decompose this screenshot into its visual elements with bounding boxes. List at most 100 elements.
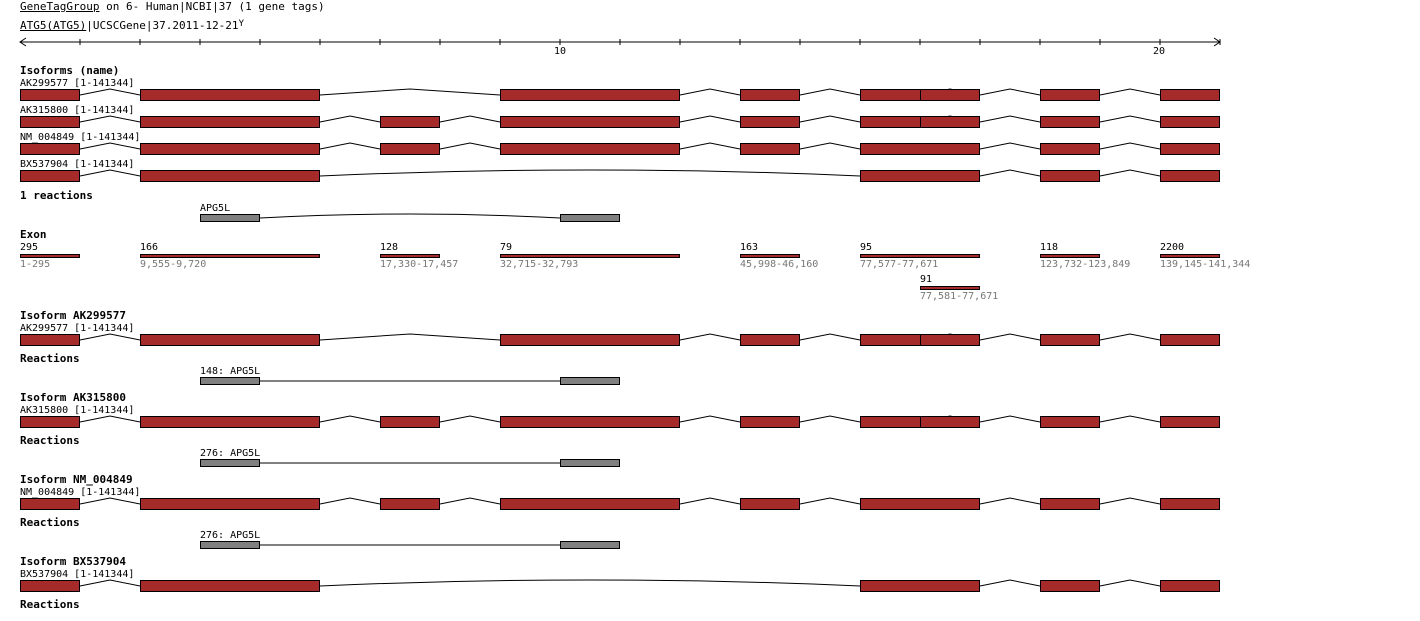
exon-section-title: Exon xyxy=(20,228,47,241)
intron-line xyxy=(319,497,381,505)
gene-link[interactable]: ATG5(ATG5) xyxy=(20,19,87,32)
intron-line xyxy=(799,115,861,123)
ruler-left-arrow-icon xyxy=(19,37,27,47)
exon-block xyxy=(140,116,320,128)
reaction-block xyxy=(200,541,260,549)
isoforms-section-title: Isoforms (name) xyxy=(20,64,120,77)
exon-block xyxy=(860,143,980,155)
isoform-detail-title: Isoform AK299577 xyxy=(20,309,126,322)
exon-block xyxy=(860,580,980,592)
exon-block xyxy=(500,498,680,510)
exon-block xyxy=(500,334,680,346)
exon-range: 9,555-9,720 xyxy=(140,259,207,270)
header-gene-text: |UCSCGene|37.2011-12-21 xyxy=(86,19,239,32)
exon-length: 163 xyxy=(740,242,759,253)
intron-line xyxy=(679,497,741,505)
intron-line xyxy=(79,333,141,341)
exon-block xyxy=(1040,89,1100,101)
exon-bar xyxy=(20,254,80,258)
exon-block xyxy=(140,580,320,592)
exon-bar xyxy=(860,254,980,258)
exon-block xyxy=(500,116,680,128)
exon-block xyxy=(860,498,980,510)
exon-range: 32,715-32,793 xyxy=(500,259,579,270)
isoform-row-label: BX537904 [1-141344] xyxy=(20,159,135,170)
exon-block xyxy=(20,170,80,182)
exon-block xyxy=(920,416,980,428)
exon-block xyxy=(1040,416,1100,428)
intron-line xyxy=(1099,169,1161,177)
exon-block xyxy=(140,143,320,155)
exon-block xyxy=(1040,170,1100,182)
exon-bar xyxy=(1040,254,1100,258)
exon-block xyxy=(500,89,680,101)
exon-block xyxy=(1040,143,1100,155)
intron-line xyxy=(439,415,501,423)
exon-length: 2200 xyxy=(1160,242,1185,253)
intron-line xyxy=(1099,333,1161,341)
intron-line xyxy=(439,142,501,150)
reaction-block xyxy=(560,377,620,385)
intron-line xyxy=(979,88,1041,96)
intron-line xyxy=(319,169,861,177)
exon-block xyxy=(380,143,440,155)
intron-line xyxy=(979,333,1041,341)
intron-line xyxy=(79,115,141,123)
exon-block xyxy=(140,334,320,346)
intron-line xyxy=(319,333,501,341)
reaction-block xyxy=(200,459,260,467)
isoform-row-label: AK299577 [1-141344] xyxy=(20,78,135,89)
intron-line xyxy=(979,497,1041,505)
exon-block xyxy=(20,580,80,592)
intron-line xyxy=(319,415,381,423)
intron-line xyxy=(79,579,141,587)
ruler-ticks xyxy=(79,39,1221,45)
intron-line xyxy=(979,115,1041,123)
intron-line xyxy=(979,142,1041,150)
exon-bar xyxy=(1160,254,1220,258)
exon-length: 128 xyxy=(380,242,399,253)
intron-line xyxy=(979,579,1041,587)
intron-line xyxy=(679,333,741,341)
exon-range: 77,581-77,671 xyxy=(920,291,999,302)
exon-range: 123,732-123,849 xyxy=(1040,259,1131,270)
exon-range: 17,330-17,457 xyxy=(380,259,459,270)
intron-line xyxy=(679,142,741,150)
exon-range: 1-295 xyxy=(20,259,51,270)
intron-line xyxy=(319,88,501,96)
reaction-connector xyxy=(259,213,561,219)
exon-block xyxy=(1160,334,1220,346)
exon-block xyxy=(500,416,680,428)
exon-block xyxy=(740,143,800,155)
exon-block xyxy=(140,498,320,510)
reaction-block xyxy=(560,459,620,467)
exon-block xyxy=(740,334,800,346)
exon-block xyxy=(1160,116,1220,128)
exon-block xyxy=(920,116,980,128)
intron-line xyxy=(319,142,381,150)
isoform-detail-title: Isoform BX537904 xyxy=(20,555,126,568)
intron-line xyxy=(799,142,861,150)
intron-line xyxy=(1099,579,1161,587)
isoform-detail-label: AK299577 [1-141344] xyxy=(20,323,135,334)
exon-block xyxy=(740,116,800,128)
intron-line xyxy=(679,115,741,123)
isoform-row-label: NM_004849 [1-141344] xyxy=(20,132,141,143)
gene-tag-group-link[interactable]: GeneTagGroup xyxy=(20,0,100,13)
exon-bar xyxy=(500,254,680,258)
intron-line xyxy=(679,415,741,423)
exon-block xyxy=(920,89,980,101)
exon-block xyxy=(860,170,980,182)
exon-block xyxy=(1160,170,1220,182)
gene-arrow-icon[interactable]: Y xyxy=(238,19,244,29)
exon-block xyxy=(1160,498,1220,510)
intron-line xyxy=(79,142,141,150)
exon-length: 295 xyxy=(20,242,39,253)
exon-length: 166 xyxy=(140,242,159,253)
exon-block xyxy=(1040,116,1100,128)
exon-block xyxy=(500,143,680,155)
exon-block xyxy=(20,143,80,155)
header-group-text: on 6- Human|NCBI|37 (1 gene tags) xyxy=(99,0,325,13)
